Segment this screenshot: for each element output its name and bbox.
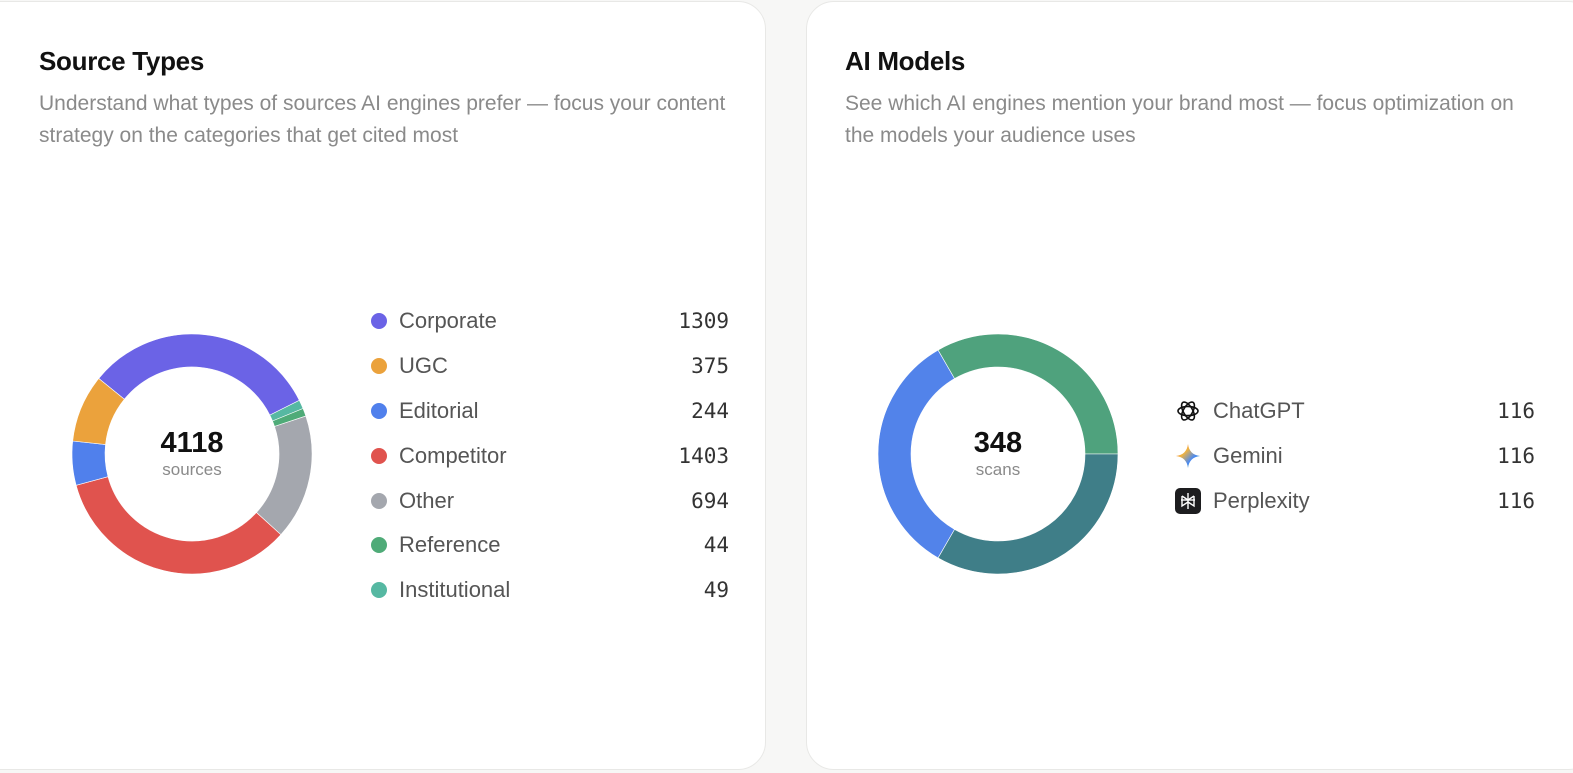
legend-item-corporate[interactable]: Corporate 1309 <box>369 299 729 344</box>
ai-models-donut-svg <box>877 333 1119 575</box>
donut-slice-ugc[interactable] <box>72 378 125 445</box>
source-total-label: sources <box>162 460 222 479</box>
donut-slice-competitor[interactable] <box>75 476 282 575</box>
legend-item-gemini[interactable]: Gemini 116 <box>1175 434 1535 479</box>
legend-label: Reference <box>399 532 501 558</box>
perplexity-icon <box>1175 487 1201 514</box>
source-types-title: Source Types <box>39 46 204 76</box>
reference-color-dot <box>371 537 387 554</box>
ai-models-legend: ChatGPT 116 Gemini 11 <box>1175 389 1535 523</box>
ugc-color-dot <box>371 358 387 375</box>
legend-value: 375 <box>691 354 729 379</box>
competitor-color-dot <box>371 447 387 464</box>
source-types-card: Source Types Understand what types of so… <box>0 1 766 770</box>
legend-value: 44 <box>703 533 729 558</box>
legend-label: Corporate <box>399 308 497 334</box>
source-types-donut-svg <box>71 333 313 575</box>
editorial-color-dot <box>371 402 387 419</box>
legend-item-editorial[interactable]: Editorial 244 <box>369 389 729 434</box>
ai-models-description: See which AI engines mention your brand … <box>845 92 1514 147</box>
source-types-donut-chart: 4118 sources <box>68 330 316 578</box>
legend-label: UGC <box>399 353 448 379</box>
legend-value: 49 <box>703 578 729 603</box>
ai-models-title: AI Models <box>845 46 966 76</box>
legend-label: Other <box>399 487 455 513</box>
legend-value: 116 <box>1497 488 1535 513</box>
legend-item-perplexity[interactable]: Perplexity 116 <box>1175 479 1535 524</box>
legend-label: ChatGPT <box>1213 398 1305 424</box>
legend-item-chatgpt[interactable]: ChatGPT 116 <box>1175 389 1535 434</box>
legend-label: Competitor <box>399 442 507 468</box>
gemini-icon <box>1175 443 1201 469</box>
corporate-color-dot <box>371 313 387 330</box>
legend-label: Gemini <box>1213 443 1283 469</box>
legend-value: 116 <box>1497 399 1535 424</box>
legend-item-reference[interactable]: Reference 44 <box>369 523 729 568</box>
ai-models-donut-chart: 348 scans <box>874 330 1122 578</box>
institutional-color-dot <box>371 582 387 599</box>
legend-item-institutional[interactable]: Institutional 49 <box>369 568 729 613</box>
legend-item-competitor[interactable]: Competitor 1403 <box>369 433 729 478</box>
legend-value: 694 <box>691 488 729 513</box>
legend-item-ugc[interactable]: UGC 375 <box>369 344 729 389</box>
legend-item-other[interactable]: Other 694 <box>369 478 729 523</box>
scans-total-value: 348 <box>973 427 1023 459</box>
legend-label: Perplexity <box>1213 487 1310 513</box>
chatgpt-icon <box>1175 398 1201 424</box>
legend-label: Editorial <box>399 397 479 423</box>
legend-value: 1403 <box>678 443 729 468</box>
source-types-legend: Corporate 1309 UGC 375 Editorial 244 Com… <box>369 299 729 613</box>
legend-value: 1309 <box>678 309 729 334</box>
scans-total-label: scans <box>975 460 1021 479</box>
source-types-description: Understand what types of sources AI engi… <box>39 92 726 147</box>
legend-value: 244 <box>691 398 729 423</box>
ai-models-card: AI Models See which AI engines mention y… <box>806 1 1573 770</box>
donut-slice-perplexity[interactable] <box>877 349 955 559</box>
legend-label: Institutional <box>399 577 511 603</box>
legend-value: 116 <box>1497 444 1535 469</box>
other-color-dot <box>371 492 387 509</box>
source-total-value: 4118 <box>160 427 224 459</box>
